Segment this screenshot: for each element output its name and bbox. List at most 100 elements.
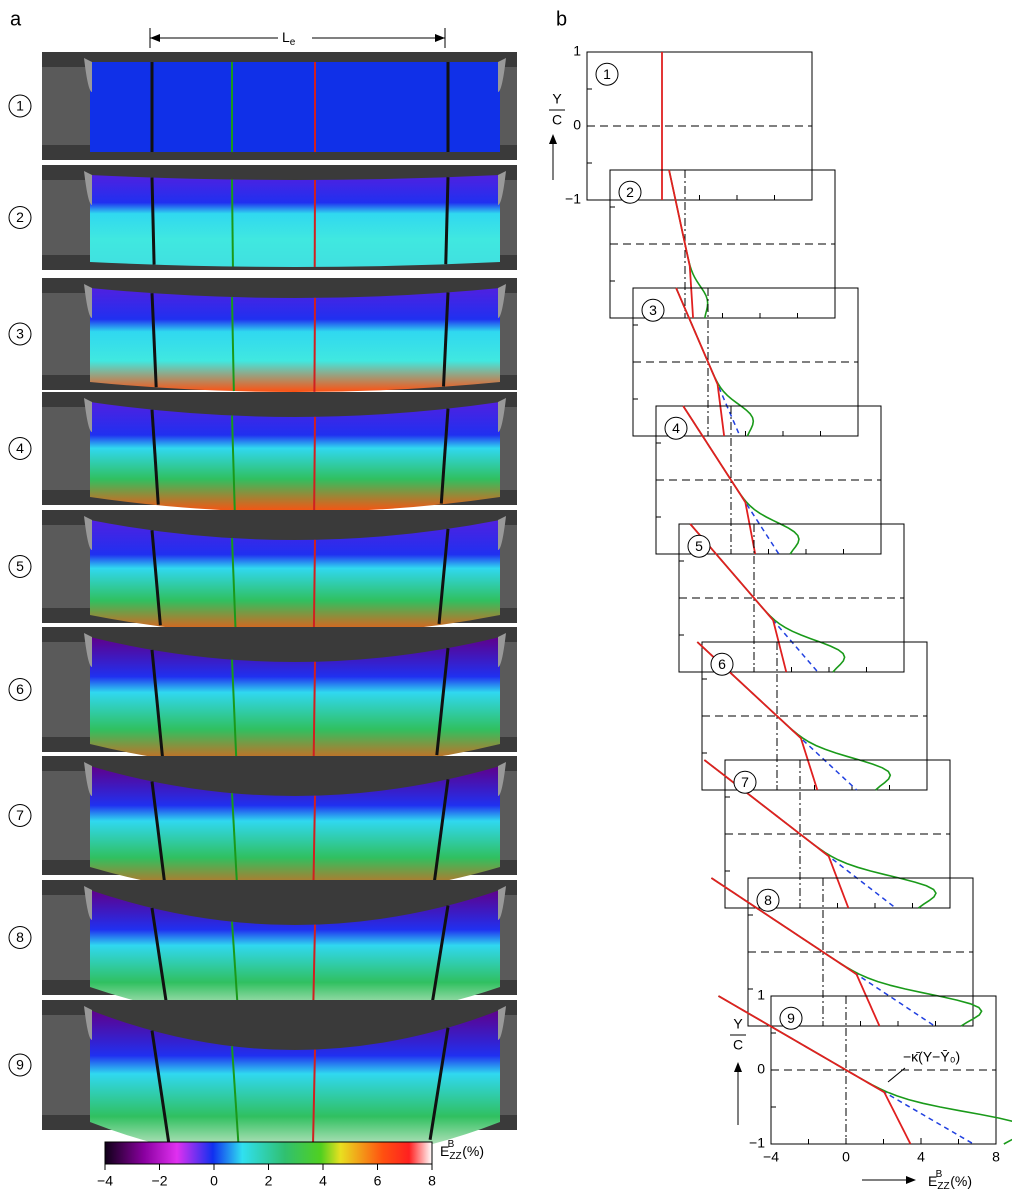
grip [42,642,92,737]
stage-number: 1 [16,98,24,114]
stage-number: 7 [16,807,24,823]
gauge-line [312,661,316,769]
stage-circle [756,888,780,912]
y-tick-label: 0 [573,117,581,133]
gauge-line [428,1027,450,1140]
grip [42,771,92,860]
stage-circle [8,926,32,949]
stage-number: 4 [672,420,680,436]
gauge-line [231,297,235,392]
stage-circle [8,804,32,827]
specimen-strain-map [90,520,500,635]
stage-circle [595,62,619,86]
arrowhead [734,1062,742,1072]
profile-red [718,995,912,1145]
colorbar-tick-label: −4 [97,1173,113,1189]
stage-circle [8,555,32,578]
stage-circle [664,416,688,440]
profile-red [682,405,757,555]
colorbar-tick-label: 2 [265,1173,273,1189]
grip [497,525,517,608]
x-tick-label: 0 [842,1149,850,1165]
cb-label-sub: ZZ [449,1151,461,1162]
stage-number: 2 [626,184,634,200]
y-tick-label: 0 [757,1061,765,1077]
grip [497,293,517,375]
grip [497,895,517,980]
gauge-line [231,1046,241,1159]
gauge-line [150,649,164,757]
colorbar-tick-label: 0 [210,1173,218,1189]
profile-red [689,523,788,673]
gauge-line [313,297,316,392]
gauge-line [150,1030,171,1143]
stage-circle [8,94,32,118]
colorbar-tick-label: 8 [428,1173,436,1189]
gauge-line [231,659,238,767]
grip [497,180,517,255]
grip [497,771,517,860]
stage-number: 8 [16,929,24,945]
stage-number: 5 [695,538,703,554]
x-label-main: E [928,1173,937,1189]
specimen-strain-map [90,890,500,1022]
stage-circle [710,652,734,676]
y-tick-label: 1 [573,43,581,59]
stage-number: 3 [649,302,657,318]
stage-number: 9 [16,1057,24,1073]
gauge-line [150,293,158,388]
specimen-strain-map [90,288,500,392]
gauge-line [150,907,169,1006]
grip [497,1015,517,1115]
gauge-line [150,177,156,265]
specimen-strain-map [90,766,500,897]
stage-circle [8,678,32,701]
gauge-line [312,539,316,635]
y-label-bottom: C [552,112,562,128]
stage-number: 6 [16,681,24,697]
stage-number: 8 [764,892,772,908]
length-label-sub: e [290,37,296,48]
x-label-unit: (%) [950,1173,972,1189]
profile-red [675,287,726,437]
specimen-strain-map [90,402,500,512]
length-label-main: L [282,29,290,45]
grip [42,293,92,375]
stage-number: 1 [603,66,611,82]
linear-fit [689,523,819,673]
gauge-line [439,408,450,504]
colorbar-tick-label: 4 [319,1173,327,1189]
gauge-line [312,795,316,897]
stage-number: 5 [16,558,24,574]
profile-red [710,877,881,1027]
gauge-line [433,779,450,881]
stage-circle [641,298,665,322]
grip [42,180,92,255]
arrowhead [549,134,557,144]
stage-number: 4 [16,440,24,456]
stage-circle [8,322,32,346]
panel-label: a [10,8,22,30]
annotation: −κ̄(Y−Ȳ₀) [903,1049,960,1065]
x-tick-label: −4 [763,1149,779,1165]
specimen-strain-map [90,637,500,769]
colorbar-label: EZZB (%) [440,1139,484,1162]
x-label: EZZB (%) [928,1169,972,1192]
profile-red [668,169,694,319]
gauge-line [437,528,450,625]
gauge-line [150,530,162,626]
y-label-bottom: C [733,1037,743,1053]
stage-number: 2 [16,209,24,225]
stage-circle [779,1006,803,1030]
panel-label: b [556,8,567,30]
specimen-strain-map [90,1010,500,1162]
gauge-line [444,177,450,265]
gauge-line [430,905,450,1003]
colorbar [104,1141,433,1165]
grip [497,67,517,145]
length-label: Le [282,29,296,48]
stage-circle [618,180,642,204]
y-tick-label: 1 [757,987,765,1003]
cb-label-sup: B [448,1139,455,1150]
